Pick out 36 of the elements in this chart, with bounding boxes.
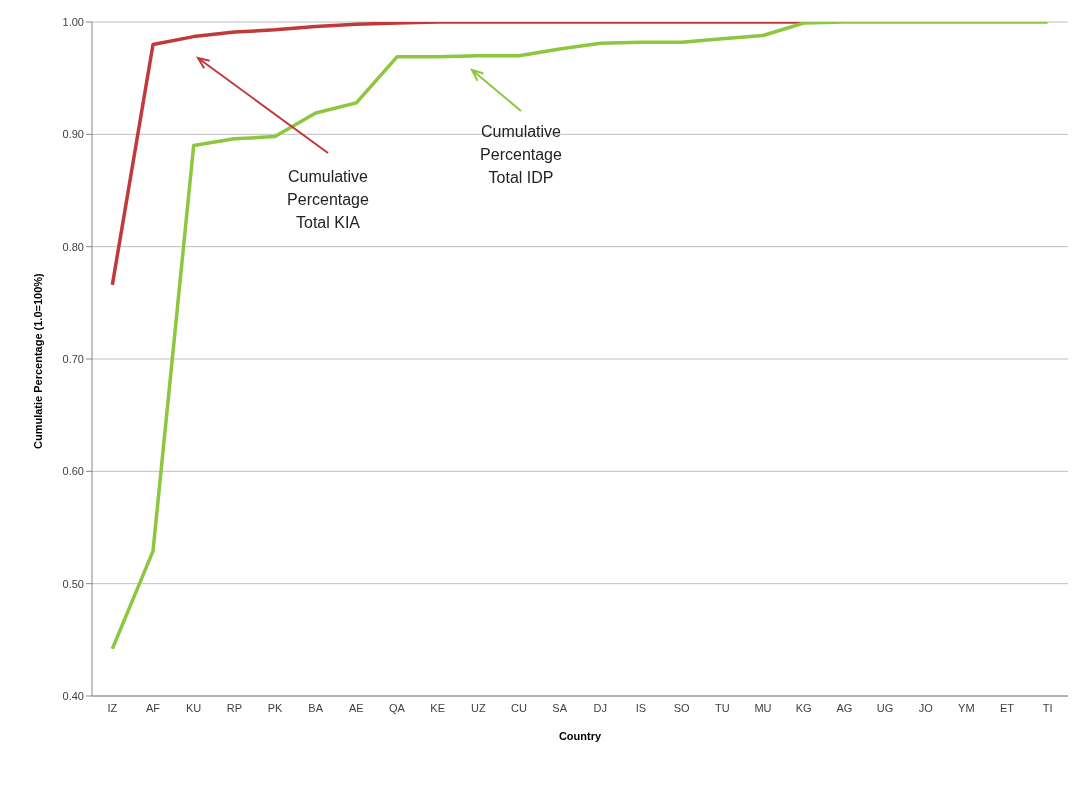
y-tick-label: 0.60 [62, 465, 84, 478]
annotation: Cumulative Percentage Total IDP [480, 123, 563, 186]
x-tick-label: UG [876, 701, 894, 714]
x-tick-label: SO [673, 701, 691, 714]
line-series [110, 22, 1050, 651]
x-tick-label: JO [918, 701, 934, 714]
x-tick-label: KE [430, 701, 446, 714]
x-tick-label: AG [836, 701, 853, 714]
x-tick-label: YM [958, 701, 975, 714]
x-tick-label: TI [1042, 701, 1053, 714]
x-tick-label: DJ [593, 701, 608, 714]
x-tick-label: KU [186, 701, 202, 714]
y-axis-title: Cumulatie Percentage (1.0=100%) [31, 272, 44, 449]
x-tick-label: IS [635, 701, 647, 714]
y-tick-label: 0.70 [62, 352, 84, 365]
x-tick-label: TU [715, 701, 730, 714]
x-axis-title: Country [558, 730, 602, 742]
y-tick-label: 0.40 [62, 689, 84, 702]
x-tick-label: SA [552, 701, 568, 714]
y-tick-label: 0.90 [62, 128, 84, 141]
x-tick-label: MU [754, 701, 772, 714]
x-tick-label: AF [145, 701, 161, 714]
x-tick-label: PK [267, 701, 283, 714]
x-tick-label: KG [795, 701, 812, 714]
annotation: Cumulative Percentage Total KIA [287, 168, 370, 231]
x-tick-label: ET [999, 701, 1015, 714]
y-tick-label: 0.80 [62, 240, 84, 253]
y-tick-label: 0.50 [62, 577, 84, 590]
x-tick-label: CU [511, 701, 527, 714]
x-tick-label: RP [226, 701, 242, 714]
x-tick-label: UZ [471, 701, 486, 714]
y-tick-label: 1.00 [62, 15, 84, 28]
x-tick-label: AE [348, 701, 364, 714]
x-tick-label: QA [389, 701, 406, 714]
x-tick-label: IZ [107, 701, 118, 714]
x-tick-label: BA [308, 701, 324, 714]
